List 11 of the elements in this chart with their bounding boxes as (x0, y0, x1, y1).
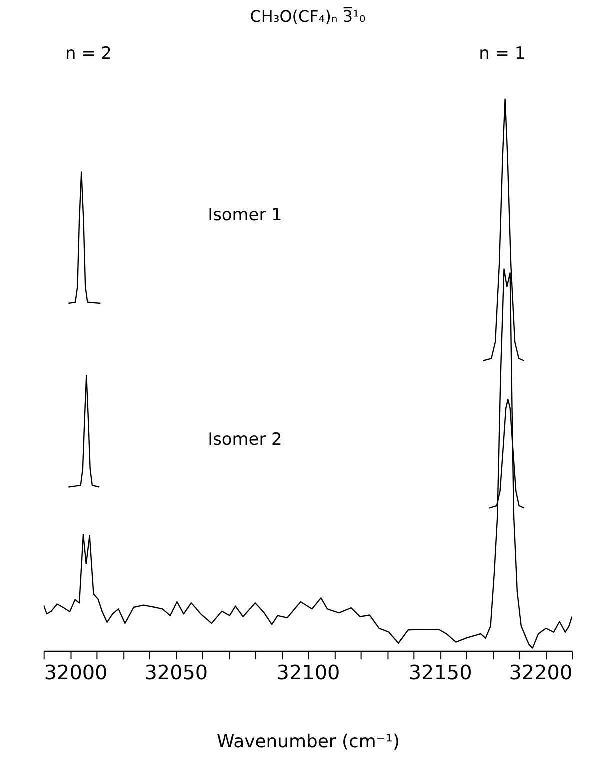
x-axis-title: Wavenumber (cm⁻¹) (217, 731, 400, 752)
text: n = 2 (65, 43, 112, 64)
text: n = 1 (479, 43, 526, 64)
x-tick-label: 32000 (44, 662, 108, 685)
annotation: Isomer 1 (208, 204, 282, 225)
x-tick-label: 32100 (276, 662, 340, 685)
x-tick-label: 32150 (408, 662, 472, 685)
chart-title: CH₃O(CF₄)ₙ 3̅¹₀ (250, 6, 366, 26)
x-tick-label: 32050 (144, 662, 208, 685)
x-tick-label: 32200 (509, 662, 573, 685)
annotation: Isomer 2 (208, 428, 282, 449)
